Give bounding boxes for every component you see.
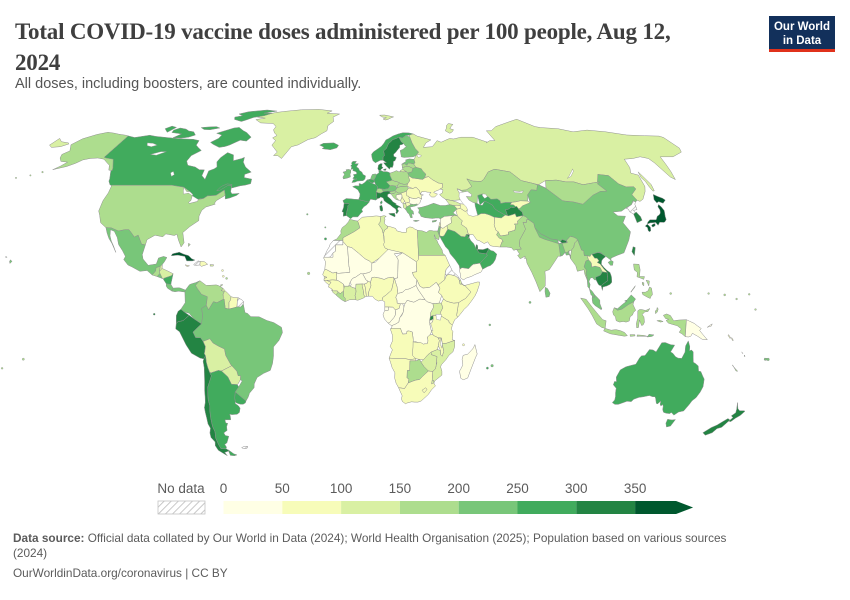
svg-text:300: 300 [565,481,588,496]
svg-text:No data: No data [157,481,205,496]
svg-text:50: 50 [275,481,290,496]
svg-text:250: 250 [506,481,529,496]
svg-text:0: 0 [220,481,228,496]
svg-text:350: 350 [624,481,647,496]
svg-text:150: 150 [389,481,412,496]
svg-text:100: 100 [330,481,353,496]
svg-text:200: 200 [447,481,470,496]
